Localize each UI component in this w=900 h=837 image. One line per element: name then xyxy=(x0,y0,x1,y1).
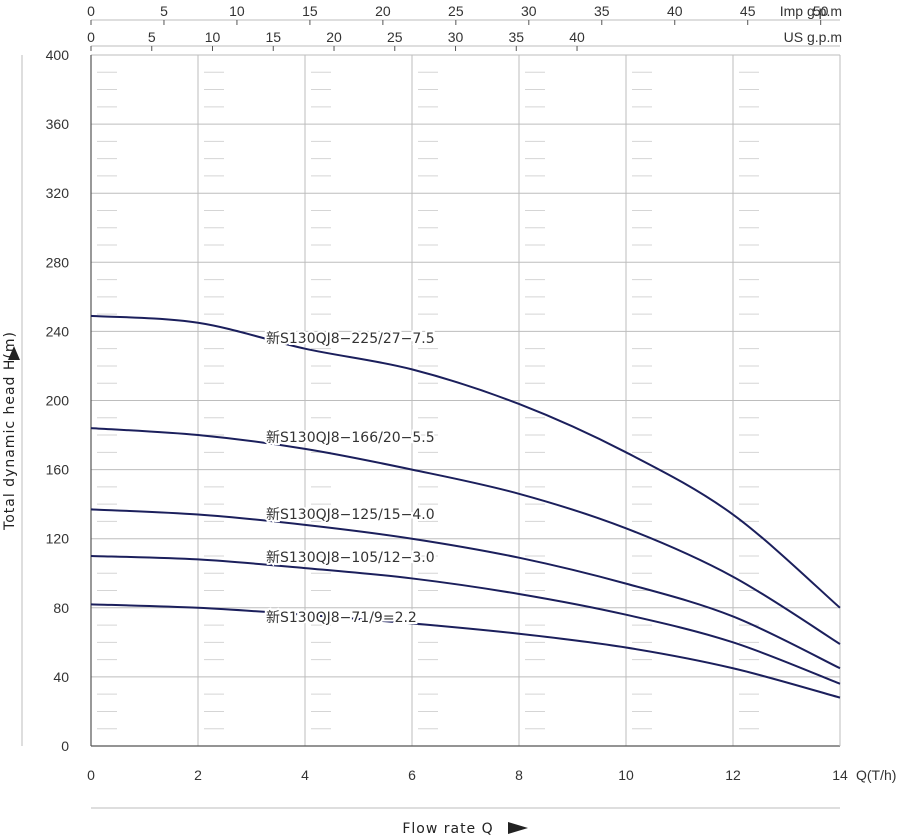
secondary-tick-label: 50 xyxy=(813,3,829,19)
series-label: 新S130QJ8−71/9=2.2 xyxy=(266,610,417,626)
secondary-tick-label: 30 xyxy=(448,29,464,45)
y-tick-label: 400 xyxy=(46,47,70,63)
secondary-tick-label: 5 xyxy=(160,3,168,19)
series-line xyxy=(90,508,841,670)
x-tick-label: 2 xyxy=(194,767,202,783)
y-tick-label: 360 xyxy=(46,116,70,132)
series-line xyxy=(90,603,841,699)
x-tick-label: 10 xyxy=(618,767,634,783)
labels-layer: 新S130QJ8−225/27−7.5 新S130QJ8−166/20−5.5 新S… xyxy=(264,329,437,628)
secondary-tick-label: 45 xyxy=(740,3,756,19)
x-unit-label: Q(T/h) xyxy=(856,767,896,783)
secondary-tick-label: 25 xyxy=(448,3,464,19)
series-label: 新S130QJ8−225/27−7.5 xyxy=(266,331,435,347)
x-tick-label: 12 xyxy=(725,767,741,783)
y-tick-label: 280 xyxy=(46,254,70,270)
secondary-tick-label: 0 xyxy=(87,29,95,45)
y-tick-label: 0 xyxy=(61,738,69,754)
secondary-tick-label: 10 xyxy=(205,29,221,45)
y-tick-label: 80 xyxy=(53,600,69,616)
x-tick-label: 4 xyxy=(301,767,309,783)
secondary-axis-unit: Imp g.p.m xyxy=(780,3,842,19)
series-label: 新S130QJ8−166/20−5.5 xyxy=(266,430,435,446)
secondary-tick-label: 0 xyxy=(87,3,95,19)
secondary-tick-label: 20 xyxy=(375,3,391,19)
secondary-tick-label: 35 xyxy=(594,3,610,19)
y-tick-label: 40 xyxy=(53,669,69,685)
x-tick-label: 14 xyxy=(832,767,848,783)
secondary-axis-unit: US g.p.m xyxy=(784,29,842,45)
y-tick-label: 120 xyxy=(46,531,70,547)
secondary-tick-label: 30 xyxy=(521,3,537,19)
series-label: 新S130QJ8−125/15−4.0 xyxy=(266,507,435,523)
secondary-tick-label: 10 xyxy=(229,3,245,19)
secondary-tick-label: 35 xyxy=(508,29,524,45)
secondary-tick-label: 40 xyxy=(569,29,585,45)
x-tick-label: 0 xyxy=(87,767,95,783)
secondary-tick-label: 5 xyxy=(148,29,156,45)
secondary-tick-label: 15 xyxy=(302,3,318,19)
secondary-tick-label: 20 xyxy=(326,29,342,45)
y-tick-label: 160 xyxy=(46,462,70,478)
x-tick-label: 8 xyxy=(515,767,523,783)
y-axis-title: Total dynamic head H(m) xyxy=(2,331,18,531)
series-line xyxy=(90,427,841,645)
x-axis-title: Flow rate Q xyxy=(402,821,493,837)
series-line xyxy=(90,554,841,685)
secondary-tick-label: 25 xyxy=(387,29,403,45)
y-tick-label: 200 xyxy=(46,393,70,409)
secondary-tick-label: 15 xyxy=(265,29,281,45)
series-label: 新S130QJ8−105/12−3.0 xyxy=(266,550,435,566)
y-tick-label: 320 xyxy=(46,185,70,201)
series-line xyxy=(90,314,841,609)
y-tick-label: 240 xyxy=(46,323,70,339)
series-layer xyxy=(90,314,841,699)
x-tick-label: 6 xyxy=(408,767,416,783)
y-axis-arrow-icon xyxy=(8,346,20,360)
x-axis-arrow-icon xyxy=(508,822,528,834)
grid xyxy=(90,54,841,747)
secondary-tick-label: 40 xyxy=(667,3,683,19)
